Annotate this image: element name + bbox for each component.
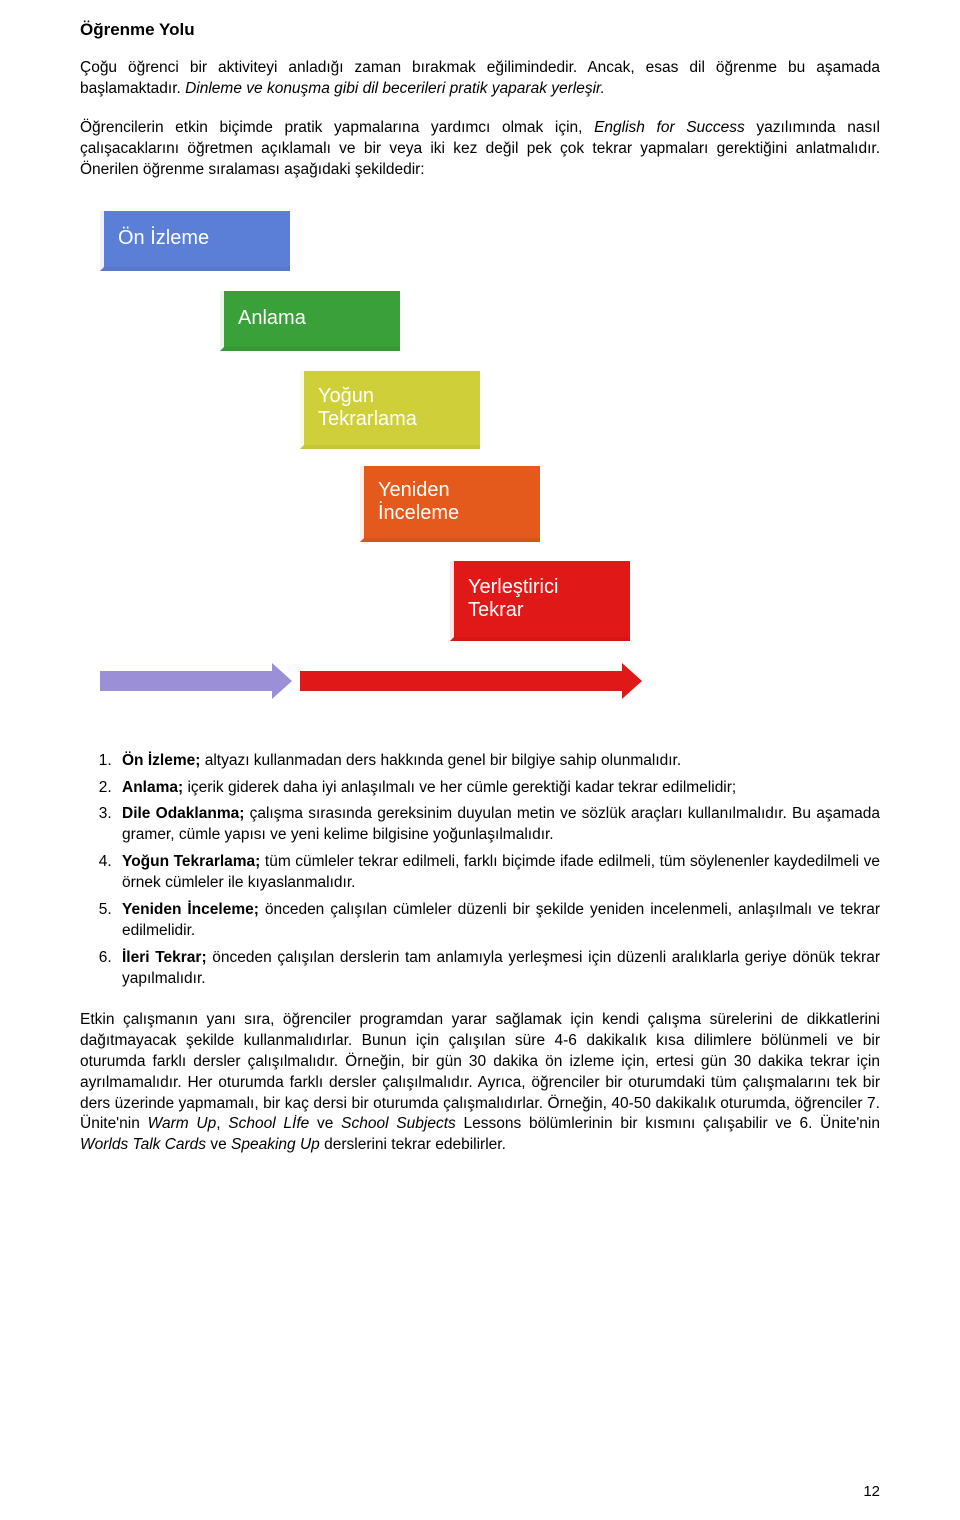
page-title: Öğrenme Yolu xyxy=(80,20,880,40)
list-item: Yeniden İnceleme; önceden çalışılan cüml… xyxy=(116,900,880,942)
c-c: , xyxy=(216,1115,228,1132)
c-h: Worlds Talk Cards xyxy=(80,1136,206,1153)
step-box-anlama: Anlama xyxy=(220,291,400,351)
list-term: Yoğun Tekrarlama; xyxy=(122,853,260,870)
c-f: School Subjects xyxy=(341,1115,456,1132)
list-item: Dile Odaklanma; çalışma sırasında gereks… xyxy=(116,804,880,846)
list-term: Ön İzleme; xyxy=(122,752,200,769)
step-line: Yerleştirici xyxy=(468,576,558,599)
closing-paragraph: Etkin çalışmanın yanı sıra, öğrenciler p… xyxy=(80,1010,880,1156)
step-line: Tekrarlama xyxy=(318,408,417,431)
step-box-inceleme: Yenidenİnceleme xyxy=(360,466,540,542)
list-term: Anlama; xyxy=(122,779,183,796)
step-box-on-izleme: Ön İzleme xyxy=(100,211,290,271)
list-item: İleri Tekrar; önceden çalışılan dersleri… xyxy=(116,948,880,990)
list-item: Ön İzleme; altyazı kullanmadan ders hakk… xyxy=(116,751,880,772)
arrow-left-body xyxy=(100,671,272,691)
intro-paragraph-1: Çoğu öğrenci bir aktiviteyi anladığı zam… xyxy=(80,58,880,100)
arrow-right-body xyxy=(300,671,622,691)
arrow-right-head xyxy=(622,663,642,699)
p2-a: Öğrencilerin etkin biçimde pratik yapmal… xyxy=(80,119,594,136)
step-line: İnceleme xyxy=(378,502,459,525)
step-line: Tekrar xyxy=(468,599,524,622)
c-d: School Lİfe xyxy=(228,1115,309,1132)
list-term: Dile Odaklanma; xyxy=(122,805,244,822)
list-item: Yoğun Tekrarlama; tüm cümleler tekrar ed… xyxy=(116,852,880,894)
page-number: 12 xyxy=(863,1483,880,1500)
learning-steps-list: Ön İzleme; altyazı kullanmadan ders hakk… xyxy=(116,751,880,990)
learning-steps-diagram: Ön İzleme Anlama YoğunTekrarlama Yeniden… xyxy=(100,211,640,711)
list-text: altyazı kullanmadan ders hakkında genel … xyxy=(200,752,681,769)
step-box-tekrar: YerleştiriciTekrar xyxy=(450,561,630,641)
list-text: içerik giderek daha iyi anlaşılmalı ve h… xyxy=(183,779,736,796)
c-g: Lessons bölümlerinin bir kısmını çalışab… xyxy=(456,1115,880,1132)
p2-b: English for Success xyxy=(594,119,745,136)
c-j: Speaking Up xyxy=(231,1136,320,1153)
list-term: İleri Tekrar; xyxy=(122,949,207,966)
intro-paragraph-2: Öğrencilerin etkin biçimde pratik yapmal… xyxy=(80,118,880,181)
c-i: ve xyxy=(206,1136,231,1153)
c-b: Warm Up xyxy=(148,1115,217,1132)
list-text: önceden çalışılan derslerin tam anlamıyl… xyxy=(122,949,880,987)
p1-b: Dinleme ve konuşma gibi dil becerileri p… xyxy=(185,80,605,97)
timeline-arrows xyxy=(100,661,640,701)
c-k: derslerini tekrar edebilirler. xyxy=(320,1136,506,1153)
list-item: Anlama; içerik giderek daha iyi anlaşılm… xyxy=(116,778,880,799)
step-line: Yeniden xyxy=(378,479,450,502)
list-term: Yeniden İnceleme; xyxy=(122,901,259,918)
arrow-left-head xyxy=(272,663,292,699)
step-box-tekrarlama: YoğunTekrarlama xyxy=(300,371,480,449)
step-line: Yoğun xyxy=(318,385,374,408)
c-e: ve xyxy=(309,1115,341,1132)
